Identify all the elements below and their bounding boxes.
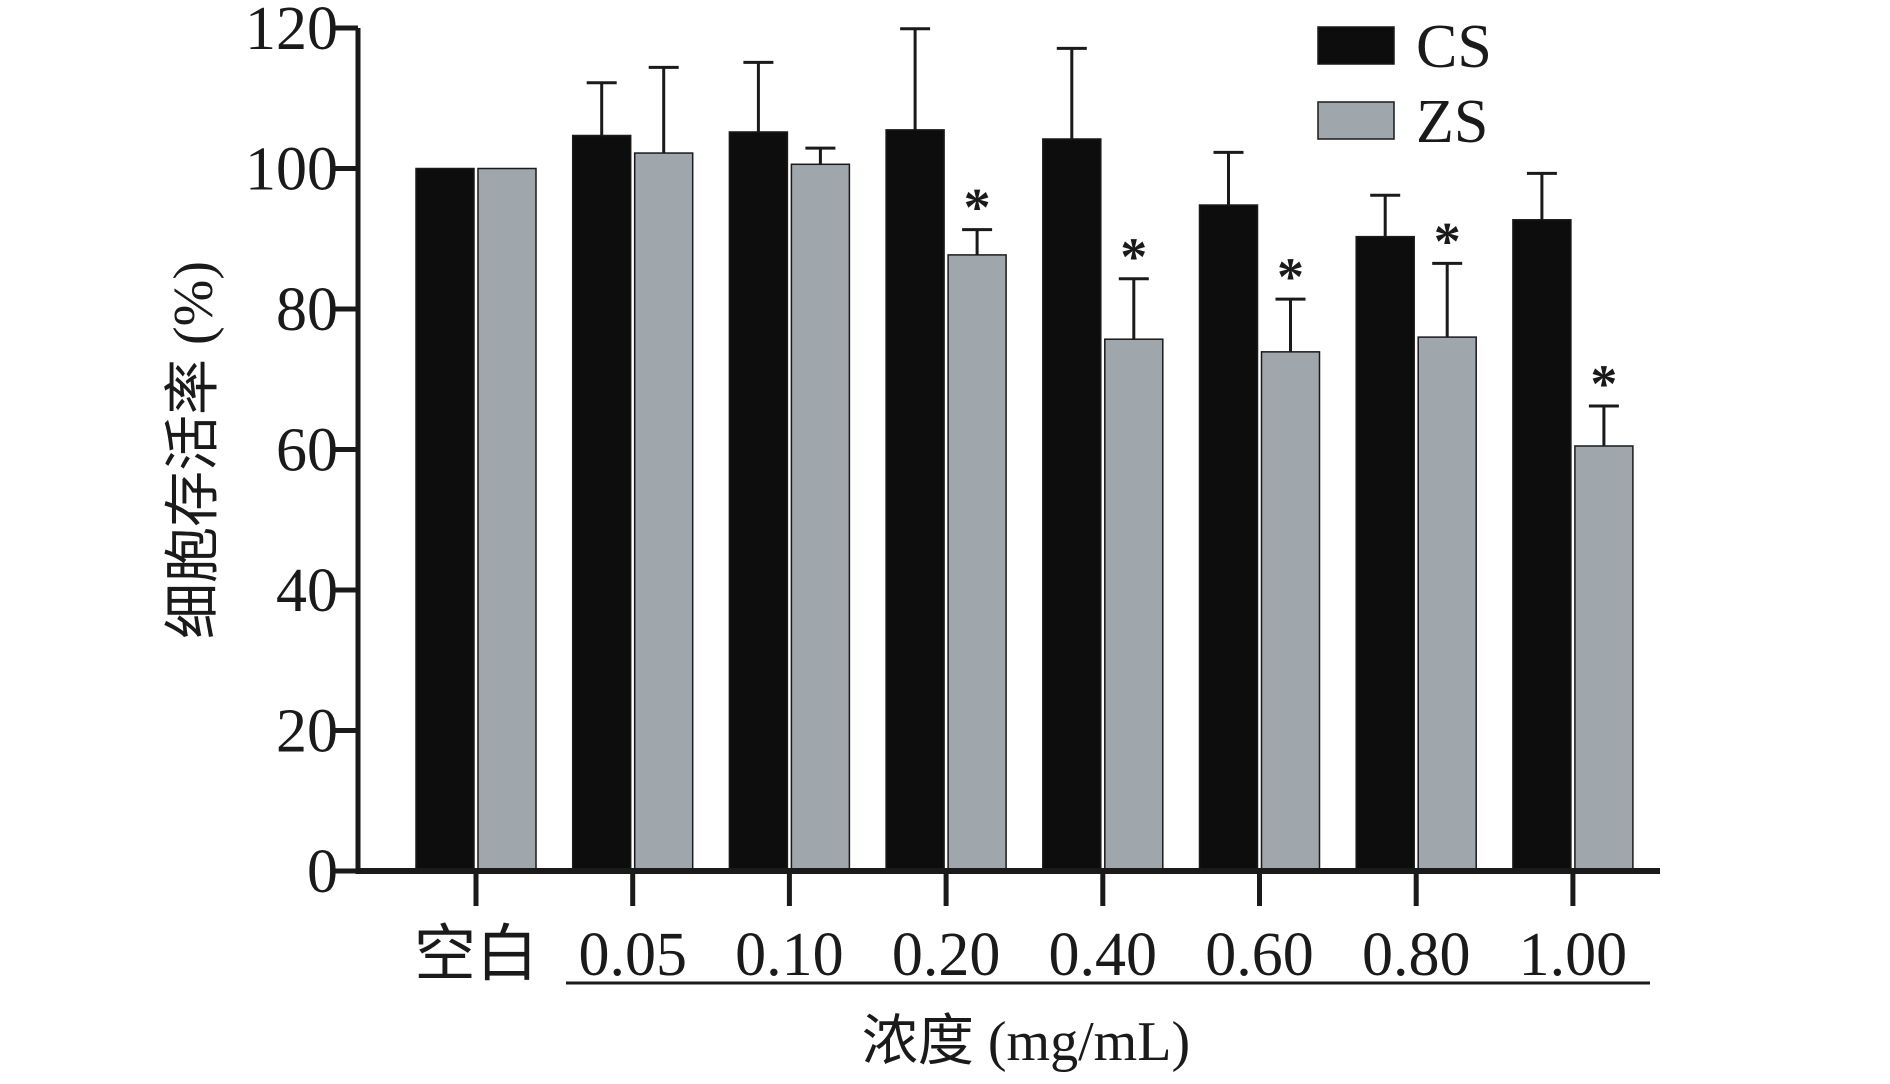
significance-marker: *: [964, 178, 991, 238]
y-tick-label: 120: [245, 0, 338, 63]
bar-cs: [1042, 138, 1102, 872]
x-tick-label: 0.10: [735, 921, 844, 989]
bar-zs: [1417, 336, 1477, 872]
significance-marker: *: [1120, 227, 1147, 287]
x-tick-label: 空白: [414, 921, 538, 989]
bar-zs: [947, 254, 1007, 872]
y-tick-label: 40: [276, 557, 338, 625]
significance-layer: * * * * *: [964, 178, 1618, 414]
bar-cs: [1355, 235, 1415, 872]
bar-cs: [728, 131, 789, 872]
y-tick-label: 80: [276, 276, 338, 344]
bar-zs: [1574, 445, 1634, 872]
significance-marker: *: [1434, 211, 1461, 271]
y-ticks-layer: 0 20 40 60 80 100 120: [245, 0, 358, 906]
legend-label-zs: ZS: [1416, 88, 1488, 156]
y-axis-title: 细胞存活率 (%): [163, 261, 225, 639]
x-tick-label: 0.60: [1205, 921, 1314, 989]
legend-swatch-zs: [1317, 101, 1395, 140]
bar-zs: [1104, 338, 1164, 872]
bar-cs: [415, 167, 475, 872]
x-axis-title: 浓度 (mg/mL): [862, 1011, 1190, 1073]
bar-cs: [1512, 219, 1572, 872]
bar-cs: [1198, 204, 1259, 872]
y-tick-label: 60: [276, 417, 338, 485]
x-tick-label: 1.00: [1519, 921, 1628, 989]
bar-zs: [477, 167, 537, 872]
x-tick-label: 0.05: [578, 921, 687, 989]
legend-label-cs: CS: [1416, 13, 1492, 81]
x-tick-label: 0.20: [892, 921, 1001, 989]
legend-swatch-cs: [1317, 26, 1395, 65]
legend: CS ZS: [1317, 13, 1492, 156]
x-tick-label: 0.40: [1049, 921, 1158, 989]
significance-marker: *: [1590, 354, 1617, 414]
y-tick-label: 0: [307, 838, 338, 906]
x-ticks-layer: 空白 0.05 0.10 0.20 0.40 0.60 0.80 1.00: [414, 871, 1627, 989]
bars-layer: [415, 129, 1634, 872]
error-bars-layer: [586, 27, 1619, 446]
bar-cs: [885, 129, 945, 872]
bar-zs: [1260, 351, 1321, 872]
bar-zs: [790, 163, 851, 872]
bar-zs: [633, 152, 694, 872]
significance-marker: *: [1277, 247, 1304, 307]
y-tick-label: 100: [245, 136, 338, 204]
y-tick-label: 20: [276, 698, 338, 766]
x-tick-label: 0.80: [1362, 921, 1471, 989]
bar-cs: [571, 134, 632, 872]
